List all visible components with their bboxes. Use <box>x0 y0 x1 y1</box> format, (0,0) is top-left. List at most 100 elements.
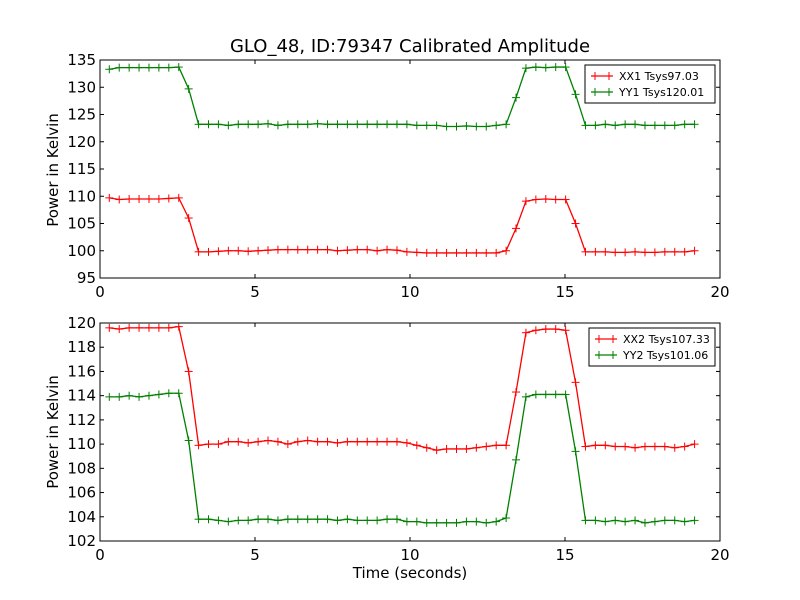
data-point <box>660 442 669 451</box>
data-point <box>452 248 461 257</box>
data-point <box>621 120 630 129</box>
data-point <box>502 246 511 255</box>
data-point <box>303 515 312 524</box>
data-point <box>521 197 530 206</box>
y-tick-label: 120 <box>67 314 96 332</box>
data-point <box>254 246 263 255</box>
data-point <box>541 194 550 203</box>
data-point <box>521 392 530 401</box>
legend-label: YY2 Tsys101.06 <box>622 349 708 362</box>
chart-title: GLO_48, ID:79347 Calibrated Amplitude <box>230 36 590 57</box>
data-point <box>125 323 134 332</box>
data-point <box>432 518 441 527</box>
data-point <box>373 437 382 446</box>
data-point <box>283 245 292 254</box>
data-point <box>402 517 411 526</box>
data-point <box>383 245 392 254</box>
y-tick-label: 95 <box>77 269 96 287</box>
data-point <box>264 436 273 445</box>
data-point <box>363 120 372 129</box>
data-point <box>482 518 491 527</box>
y-tick-label: 114 <box>67 387 96 405</box>
data-point <box>363 516 372 525</box>
data-point <box>512 388 521 397</box>
data-point <box>412 248 421 257</box>
data-point <box>392 246 401 255</box>
data-point <box>680 517 689 526</box>
data-point <box>631 120 640 129</box>
data-point <box>462 121 471 130</box>
data-point <box>353 120 362 129</box>
y-tick-label: 120 <box>67 133 96 151</box>
data-point <box>650 121 659 130</box>
data-point <box>492 121 501 130</box>
data-point <box>561 390 570 399</box>
data-point <box>214 516 223 525</box>
data-point <box>591 516 600 525</box>
bottom-y-axis-label: Power in Kelvin <box>44 375 62 489</box>
data-point <box>224 246 233 255</box>
data-point <box>174 63 183 72</box>
data-point <box>174 322 183 331</box>
data-point <box>174 193 183 202</box>
data-point <box>611 248 620 257</box>
data-point <box>432 248 441 257</box>
data-point <box>164 389 173 398</box>
data-point <box>303 120 312 129</box>
data-point <box>174 389 183 398</box>
data-point <box>551 63 560 72</box>
axes-frame <box>99 322 721 542</box>
data-point <box>383 437 392 446</box>
data-point <box>373 246 382 255</box>
data-point <box>670 247 679 256</box>
data-point <box>402 438 411 447</box>
data-point <box>502 120 511 129</box>
x-tick-label: 10 <box>400 283 419 301</box>
data-point <box>512 93 521 102</box>
data-point <box>184 367 193 376</box>
y-tick-label: 130 <box>67 78 96 96</box>
data-point <box>353 437 362 446</box>
data-point <box>293 120 302 129</box>
data-point <box>601 247 610 256</box>
data-point <box>154 63 163 72</box>
data-point <box>254 120 263 129</box>
data-point <box>492 517 501 526</box>
data-point <box>264 246 273 255</box>
data-point <box>442 248 451 257</box>
data-point <box>194 515 203 524</box>
data-point <box>631 247 640 256</box>
data-point <box>194 441 203 450</box>
x-tick-label: 15 <box>555 546 574 564</box>
data-point <box>531 326 540 335</box>
legend-label: XX2 Tsys107.33 <box>623 333 710 346</box>
data-point <box>611 516 620 525</box>
series-line-xx1 <box>109 197 695 254</box>
data-point <box>680 247 689 256</box>
data-point <box>402 120 411 129</box>
data-point <box>333 438 342 447</box>
data-point <box>551 195 560 204</box>
data-point <box>343 246 352 255</box>
data-point <box>224 517 233 526</box>
data-point <box>125 63 134 72</box>
data-point <box>512 224 521 233</box>
data-point <box>492 441 501 450</box>
data-point <box>392 120 401 129</box>
x-tick-label: 20 <box>710 546 729 564</box>
data-point <box>333 246 342 255</box>
data-point <box>621 517 630 526</box>
data-point <box>472 517 481 526</box>
data-point <box>283 515 292 524</box>
data-point <box>224 121 233 130</box>
data-point <box>561 326 570 335</box>
x-tick-label: 5 <box>250 283 260 301</box>
data-point <box>561 63 570 72</box>
data-point <box>640 121 649 130</box>
legend-label: XX1 Tsys97.03 <box>619 70 699 83</box>
data-point <box>204 120 213 129</box>
legend: XX1 Tsys97.03 YY1 Tsys120.01 <box>584 64 716 104</box>
legend-entry: XX2 Tsys107.33 <box>595 333 710 346</box>
data-point <box>244 247 253 256</box>
data-point <box>343 515 352 524</box>
